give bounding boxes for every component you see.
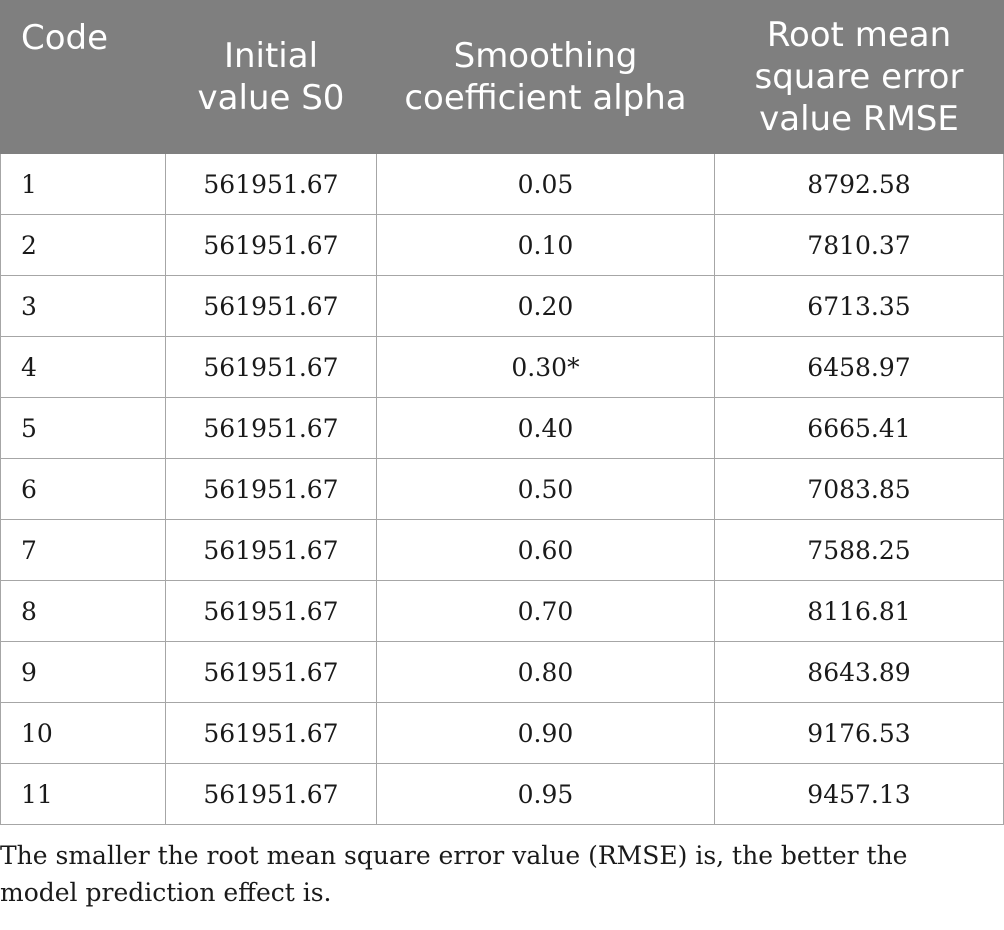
cell-alpha: 0.60	[376, 519, 715, 581]
cell-code: 8	[0, 580, 166, 642]
cell-initial-value: 561951.67	[165, 397, 377, 459]
cell-code: 4	[0, 336, 166, 398]
cell-rmse: 6665.41	[714, 397, 1004, 459]
header-row: Code Initial value S0 Smoothing coeffici…	[0, 0, 1004, 154]
cell-code: 11	[0, 763, 166, 825]
cell-rmse: 7083.85	[714, 458, 1004, 520]
table-row: 7 561951.67 0.60 7588.25	[0, 519, 1004, 581]
cell-code: 2	[0, 214, 166, 276]
table-row: 10 561951.67 0.90 9176.53	[0, 702, 1004, 764]
cell-initial-value: 561951.67	[165, 702, 377, 764]
cell-code: 1	[0, 153, 166, 215]
table-row: 4 561951.67 0.30* 6458.97	[0, 336, 1004, 398]
cell-rmse: 6458.97	[714, 336, 1004, 398]
table-header: Code Initial value S0 Smoothing coeffici…	[0, 0, 1004, 154]
cell-code: 7	[0, 519, 166, 581]
cell-alpha: 0.30*	[376, 336, 715, 398]
cell-alpha: 0.05	[376, 153, 715, 215]
cell-code: 6	[0, 458, 166, 520]
cell-initial-value: 561951.67	[165, 153, 377, 215]
header-rmse: Root mean square error value RMSE	[714, 0, 1004, 154]
table-row: 5 561951.67 0.40 6665.41	[0, 397, 1004, 459]
cell-initial-value: 561951.67	[165, 763, 377, 825]
table-row: 3 561951.67 0.20 6713.35	[0, 275, 1004, 337]
cell-alpha: 0.50	[376, 458, 715, 520]
header-code: Code	[0, 0, 166, 154]
cell-initial-value: 561951.67	[165, 580, 377, 642]
table-row: 8 561951.67 0.70 8116.81	[0, 580, 1004, 642]
cell-code: 5	[0, 397, 166, 459]
header-initial-value: Initial value S0	[165, 0, 377, 154]
cell-rmse: 9457.13	[714, 763, 1004, 825]
table-row: 6 561951.67 0.50 7083.85	[0, 458, 1004, 520]
table-container: Code Initial value S0 Smoothing coeffici…	[0, 0, 1004, 907]
table-footnote: The smaller the root mean square error v…	[0, 841, 908, 907]
header-smoothing-coefficient: Smoothing coefficient alpha	[376, 0, 715, 154]
table-row: 11 561951.67 0.95 9457.13	[0, 763, 1004, 825]
cell-initial-value: 561951.67	[165, 519, 377, 581]
cell-alpha: 0.90	[376, 702, 715, 764]
table-row: 1 561951.67 0.05 8792.58	[0, 153, 1004, 215]
cell-code: 3	[0, 275, 166, 337]
cell-initial-value: 561951.67	[165, 458, 377, 520]
cell-rmse: 8643.89	[714, 641, 1004, 703]
cell-code: 9	[0, 641, 166, 703]
cell-alpha: 0.95	[376, 763, 715, 825]
cell-initial-value: 561951.67	[165, 641, 377, 703]
cell-alpha: 0.10	[376, 214, 715, 276]
cell-rmse: 9176.53	[714, 702, 1004, 764]
cell-initial-value: 561951.67	[165, 214, 377, 276]
cell-alpha: 0.70	[376, 580, 715, 642]
cell-initial-value: 561951.67	[165, 336, 377, 398]
cell-rmse: 8116.81	[714, 580, 1004, 642]
results-table: Code Initial value S0 Smoothing coeffici…	[0, 0, 1004, 825]
cell-alpha: 0.20	[376, 275, 715, 337]
cell-alpha: 0.40	[376, 397, 715, 459]
cell-rmse: 6713.35	[714, 275, 1004, 337]
table-row: 2 561951.67 0.10 7810.37	[0, 214, 1004, 276]
cell-initial-value: 561951.67	[165, 275, 377, 337]
cell-rmse: 8792.58	[714, 153, 1004, 215]
table-row: 9 561951.67 0.80 8643.89	[0, 641, 1004, 703]
table-body: 1 561951.67 0.05 8792.58 2 561951.67 0.10 7810.…	[0, 153, 1004, 825]
cell-rmse: 7810.37	[714, 214, 1004, 276]
cell-alpha: 0.80	[376, 641, 715, 703]
cell-rmse: 7588.25	[714, 519, 1004, 581]
cell-code: 10	[0, 702, 166, 764]
